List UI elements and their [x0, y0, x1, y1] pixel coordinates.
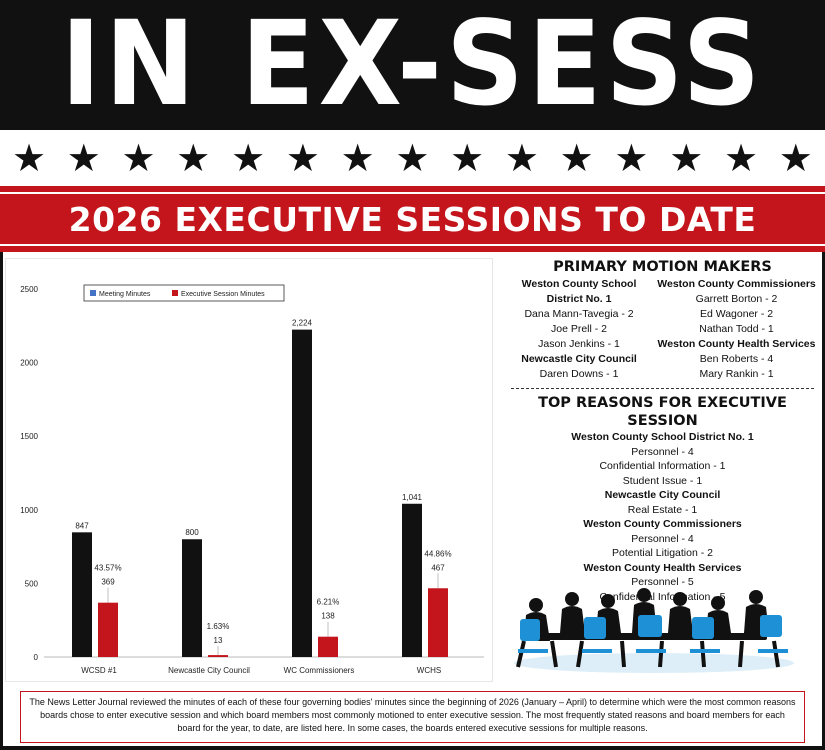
motion-maker-group-heading: Newcastle City Council [521, 353, 637, 365]
star-icon: ★ [66, 136, 101, 180]
motion-maker-entry: Joe Prell - 2 [551, 323, 608, 335]
meeting-minutes-bar [182, 539, 202, 657]
star-icon: ★ [450, 136, 485, 180]
motion-maker-entry: Daren Downs - 1 [539, 368, 619, 380]
reason-group-heading: Newcastle City Council [604, 489, 721, 501]
motion-makers-title: PRIMARY MOTION MAKERS [553, 259, 772, 275]
right-border [822, 252, 825, 746]
y-tick-label: 1500 [20, 432, 38, 441]
motion-maker-entry: Mary Rankin - 1 [699, 368, 774, 380]
reasons-list: Weston County School District No. 1 Perso… [505, 430, 820, 604]
banner: 2026 EXECUTIVE SESSIONS TO DATE [0, 186, 825, 252]
y-tick-label: 2000 [20, 359, 38, 368]
star-icon: ★ [121, 136, 156, 180]
meeting-minutes-label: 1,041 [402, 493, 423, 502]
executive-minutes-label: 467 [431, 563, 445, 572]
meeting-minutes-bar [292, 329, 312, 657]
reason-entry: Potential Litigation - 2 [612, 547, 713, 559]
executive-minutes-bar [428, 588, 448, 657]
motion-maker-group-heading: Weston County Health Services [657, 338, 816, 350]
motion-maker-entry: Nathan Todd - 1 [699, 323, 774, 335]
footer-text: The News Letter Journal reviewed the min… [29, 697, 796, 733]
meeting-minutes-label: 800 [185, 528, 199, 537]
bar-chart: 0 500 1000 1500 2000 2500 847 43.57% 369 WCSD #1 8… [5, 258, 493, 682]
reason-group-heading: Weston County Commissioners [583, 518, 742, 530]
reason-entry: Personnel - 5 [631, 576, 694, 588]
x-category-label: Newcastle City Council [168, 666, 250, 675]
executive-minutes-bar [318, 636, 338, 657]
motion-maker-entry: Ben Roberts - 4 [699, 353, 774, 365]
star-icon: ★ [669, 136, 704, 180]
star-icon: ★ [340, 136, 375, 180]
motion-maker-entry: Garrett Borton - 2 [695, 293, 778, 305]
star-icon: ★ [614, 136, 649, 180]
motion-makers-left: Weston County School District No. 1 Dana M… [505, 277, 653, 382]
star-icon: ★ [176, 136, 211, 180]
y-tick-label: 500 [25, 579, 39, 588]
executive-percent-label: 6.21% [317, 598, 340, 607]
footer-note: The News Letter Journal reviewed the min… [20, 691, 805, 743]
executive-minutes-label: 13 [214, 636, 223, 645]
meeting-minutes-bar [402, 503, 422, 657]
motion-maker-entry: Jason Jenkins - 1 [538, 338, 620, 350]
legend-label-executive: Executive Session Minutes [181, 291, 265, 298]
banner-title: 2026 EXECUTIVE SESSIONS TO DATE [68, 199, 757, 239]
star-icon: ★ [723, 136, 759, 180]
star-icon: ★ [395, 136, 430, 180]
reason-group-heading: Weston County Health Services [583, 561, 742, 574]
reason-entry: Confidential Information - 5 [599, 590, 726, 603]
meeting-minutes-label: 847 [75, 521, 89, 530]
star-icon: ★ [285, 136, 320, 180]
executive-percent-label: 43.57% [94, 564, 121, 573]
executive-percent-label: 1.63% [207, 622, 230, 631]
x-category-label: WC Commissioners [284, 666, 355, 675]
motion-maker-entry: Ed Wagoner - 2 [699, 308, 774, 320]
bottom-border [0, 746, 825, 750]
masthead: IN EX-SESS [0, 0, 825, 132]
star-icon: ★ [504, 136, 539, 180]
reason-entry: Personnel - 4 [631, 532, 694, 545]
reasons-title: TOP REASONS FOR EXECUTIVE SESSION [538, 395, 787, 429]
star-icon: ★ [559, 136, 594, 180]
motion-maker-group-heading: Weston County School [521, 278, 637, 290]
star-icon: ★ [12, 136, 47, 180]
chart-legend [83, 284, 285, 302]
motion-maker-entry: Dana Mann-Tavegia - 2 [524, 308, 634, 320]
legend-swatch-executive [172, 290, 178, 296]
star-icon: ★ [231, 136, 266, 180]
y-tick-label: 1000 [20, 506, 38, 515]
x-category-label: WCSD #1 [81, 666, 117, 675]
meeting-silhouette-illustration [514, 588, 794, 673]
legend-swatch-meeting [90, 290, 96, 296]
motion-maker-group-heading: District No. 1 [546, 293, 612, 305]
star-icon: ★ [778, 136, 813, 180]
meeting-minutes-label: 2,224 [292, 319, 313, 328]
executive-minutes-label: 138 [321, 612, 335, 621]
motion-maker-group-heading: Weston County Commissioners [657, 278, 816, 290]
y-tick-label: 2500 [20, 285, 38, 294]
star-row: ★ ★ ★ ★ ★ ★ ★ ★ ★ ★ ★ ★ ★ ★ ★ [0, 138, 825, 178]
reason-entry: Real Estate - 1 [627, 503, 698, 516]
executive-minutes-bar [208, 655, 228, 657]
motion-makers-columns: Weston County School District No. 1 Dana M… [505, 277, 820, 382]
meeting-minutes-bar [72, 532, 92, 657]
reason-entry: Confidential Information - 1 [599, 460, 726, 472]
executive-percent-label: 44.86% [424, 549, 451, 558]
motion-makers-right: Weston County Commissioners Garrett Borto… [653, 277, 820, 382]
info-column: PRIMARY MOTION MAKERS Weston County Scho… [505, 258, 820, 604]
x-category-label: WCHS [417, 666, 441, 675]
bar-chart-svg: 0 500 1000 1500 2000 2500 847 43.57% 369 WCSD #1 8… [20, 284, 484, 675]
left-border [0, 252, 3, 746]
reason-group-heading: Weston County School District No. 1 [571, 431, 754, 443]
reason-entry: Student Issue - 1 [622, 474, 703, 487]
masthead-title: IN EX-SESS [60, 0, 765, 132]
executive-minutes-label: 369 [101, 578, 115, 587]
dashed-divider [511, 388, 814, 389]
reason-entry: Personnel - 4 [631, 445, 694, 458]
executive-minutes-bar [98, 602, 118, 657]
y-tick-label: 0 [34, 653, 39, 662]
legend-label-meeting: Meeting Minutes [99, 291, 151, 298]
